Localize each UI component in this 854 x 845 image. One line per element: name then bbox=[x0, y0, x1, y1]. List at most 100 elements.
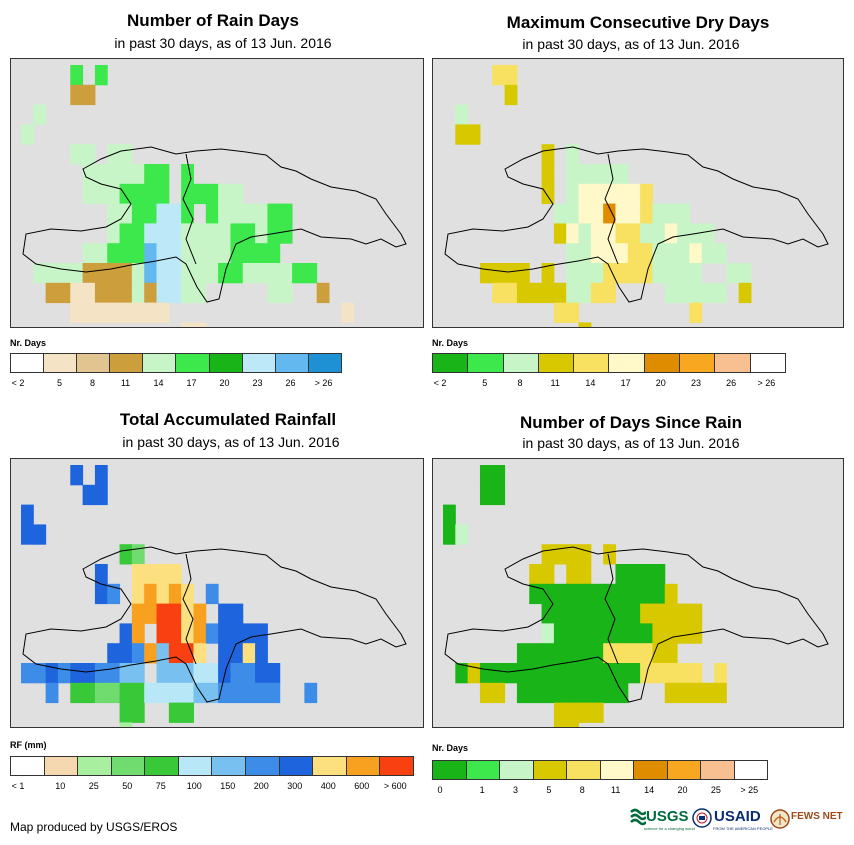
legend-tick-label: 75 bbox=[155, 781, 166, 791]
map-cell bbox=[553, 583, 567, 605]
map-cell bbox=[107, 164, 121, 185]
map-cell bbox=[566, 183, 580, 205]
map-cell bbox=[578, 603, 592, 624]
panel-1-legend-title: Nr. Days bbox=[10, 338, 47, 348]
map-cell bbox=[640, 223, 653, 244]
map-cell bbox=[107, 183, 121, 205]
map-cell bbox=[492, 65, 506, 86]
country-border bbox=[604, 553, 619, 665]
panel-3-legend-labels: < 1 10 25 50 75 100 150 200 300 400 600 > 600 bbox=[10, 781, 412, 793]
map-cell bbox=[652, 623, 666, 644]
map-cell bbox=[193, 663, 207, 684]
panel-4-map bbox=[432, 458, 844, 728]
map-cell bbox=[714, 663, 727, 684]
map-cell bbox=[615, 663, 629, 684]
map-cell bbox=[664, 663, 678, 684]
map-cell bbox=[119, 203, 133, 224]
map-cell bbox=[504, 65, 518, 86]
map-cell bbox=[267, 682, 281, 704]
map-cell bbox=[181, 263, 194, 284]
map-cell bbox=[603, 282, 616, 304]
legend-swatch bbox=[433, 761, 467, 779]
map-cell bbox=[603, 663, 616, 684]
map-cell bbox=[218, 243, 231, 264]
map-cell bbox=[492, 484, 506, 506]
usgs-logo: USGS science for a changing world bbox=[630, 808, 695, 834]
map-cell bbox=[566, 164, 580, 185]
map-cell bbox=[193, 603, 207, 624]
map-cell bbox=[193, 682, 207, 704]
map-cell bbox=[578, 164, 592, 185]
map-cell bbox=[738, 263, 752, 284]
legend-tick-label: 11 bbox=[611, 785, 621, 795]
map-cell bbox=[541, 643, 555, 664]
map-cell bbox=[566, 702, 580, 723]
map-cell bbox=[144, 583, 158, 605]
map-cell bbox=[131, 643, 145, 664]
map-cell bbox=[590, 164, 604, 185]
map-cell bbox=[652, 263, 666, 284]
map-cell bbox=[218, 623, 231, 644]
map-cell bbox=[144, 564, 158, 585]
map-cell bbox=[553, 223, 567, 244]
map-cell bbox=[218, 183, 231, 205]
map-cell bbox=[738, 282, 752, 304]
map-cell bbox=[529, 282, 543, 304]
map-cell bbox=[205, 623, 219, 644]
map-cell bbox=[640, 643, 653, 664]
map-cell bbox=[144, 223, 158, 244]
map-cell bbox=[652, 223, 666, 244]
map-cell bbox=[553, 203, 567, 224]
map-cell bbox=[529, 682, 543, 704]
map-cell bbox=[193, 263, 207, 284]
map-cell bbox=[21, 504, 34, 525]
map-cell bbox=[119, 282, 133, 304]
map-cell bbox=[504, 282, 518, 304]
map-cell bbox=[82, 183, 96, 205]
map-cell bbox=[615, 564, 629, 585]
legend-swatch bbox=[145, 757, 179, 775]
map-cell bbox=[156, 603, 170, 624]
map-cell bbox=[553, 643, 567, 664]
legend-swatch bbox=[308, 354, 341, 372]
map-cell bbox=[615, 603, 629, 624]
map-cell bbox=[119, 144, 133, 165]
map-cell bbox=[664, 682, 678, 704]
map-cell bbox=[664, 583, 678, 605]
map-cell bbox=[578, 544, 592, 565]
legend-tick-label: 8 bbox=[89, 378, 96, 388]
legend-swatch bbox=[380, 757, 413, 775]
map-cell bbox=[33, 104, 47, 125]
map-cell bbox=[242, 663, 256, 684]
map-cell bbox=[45, 682, 59, 704]
map-cell bbox=[131, 302, 145, 323]
legend-swatch bbox=[313, 757, 347, 775]
map-cell bbox=[156, 682, 170, 704]
legend-tick-label: 50 bbox=[122, 781, 133, 791]
island-outline bbox=[22, 146, 407, 303]
map-cell bbox=[82, 144, 96, 165]
legend-swatch bbox=[715, 354, 751, 372]
map-cell bbox=[529, 583, 543, 605]
map-cell bbox=[341, 302, 355, 323]
map-cell bbox=[131, 682, 145, 704]
map-cell bbox=[615, 643, 629, 664]
map-cell bbox=[553, 623, 567, 644]
legend-tick-label: 11 bbox=[550, 378, 560, 388]
map-cell bbox=[94, 484, 108, 506]
legend-swatch bbox=[11, 757, 45, 775]
map-cell bbox=[677, 223, 690, 244]
map-cell bbox=[119, 643, 133, 664]
map-cell bbox=[131, 203, 145, 224]
legend-tick-label: > 26 bbox=[757, 378, 776, 388]
island-outline bbox=[444, 146, 829, 303]
legend-swatch bbox=[176, 354, 210, 372]
legend-swatch bbox=[242, 354, 276, 372]
map-cell bbox=[677, 603, 690, 624]
legend-swatch bbox=[600, 761, 634, 779]
map-cell bbox=[131, 603, 145, 624]
map-cell bbox=[677, 682, 690, 704]
map-cell bbox=[615, 183, 629, 205]
map-cell bbox=[181, 203, 194, 224]
map-cell bbox=[70, 144, 84, 165]
